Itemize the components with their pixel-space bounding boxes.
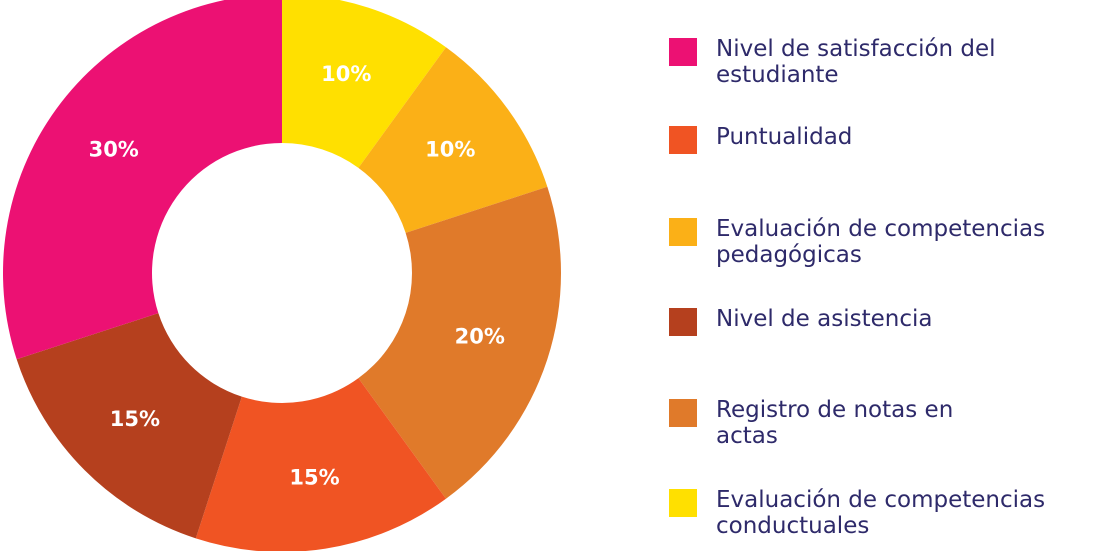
legend-item: Evaluación de competencias pedagógicas (669, 216, 1086, 268)
slice (358, 47, 548, 233)
legend-swatch (669, 489, 697, 517)
slice (3, 0, 282, 360)
slice-label: 20% (455, 324, 505, 348)
legend-item: Nivel de satisfacción del estudiante (669, 36, 1056, 88)
legend-swatch (669, 308, 697, 336)
legend-label: Nivel de satisfacción del estudiante (716, 36, 996, 88)
legend-item: Nivel de asistencia (669, 306, 1056, 336)
legend-item: Puntualidad (669, 124, 1056, 154)
slice-label: 30% (89, 138, 139, 162)
legend-item: Evaluación de competencias conductuales (669, 487, 1086, 539)
slice (16, 313, 242, 539)
legend-label: Registro de notas en actas (716, 397, 954, 449)
legend-label: Nivel de asistencia (716, 306, 933, 332)
slice-label: 15% (110, 407, 160, 431)
legend-swatch (669, 218, 697, 246)
legend-swatch (669, 38, 697, 66)
slice (195, 378, 446, 551)
legend-item: Registro de notas en actas (669, 397, 956, 449)
slice-label: 10% (321, 62, 371, 86)
slice (282, 0, 446, 168)
chart: 10% 10% 20% 15% 15% 30% (3, 0, 561, 551)
legend-swatch (669, 126, 697, 154)
slice-label: 10% (425, 138, 475, 162)
legend-label: Evaluación de competencias conductuales (716, 487, 1046, 539)
legend-label: Evaluación de competencias pedagógicas (716, 216, 1046, 268)
slice (358, 186, 561, 499)
legend-label: Puntualidad (716, 124, 853, 150)
slice-label: 15% (289, 465, 339, 489)
legend-swatch (669, 399, 697, 427)
